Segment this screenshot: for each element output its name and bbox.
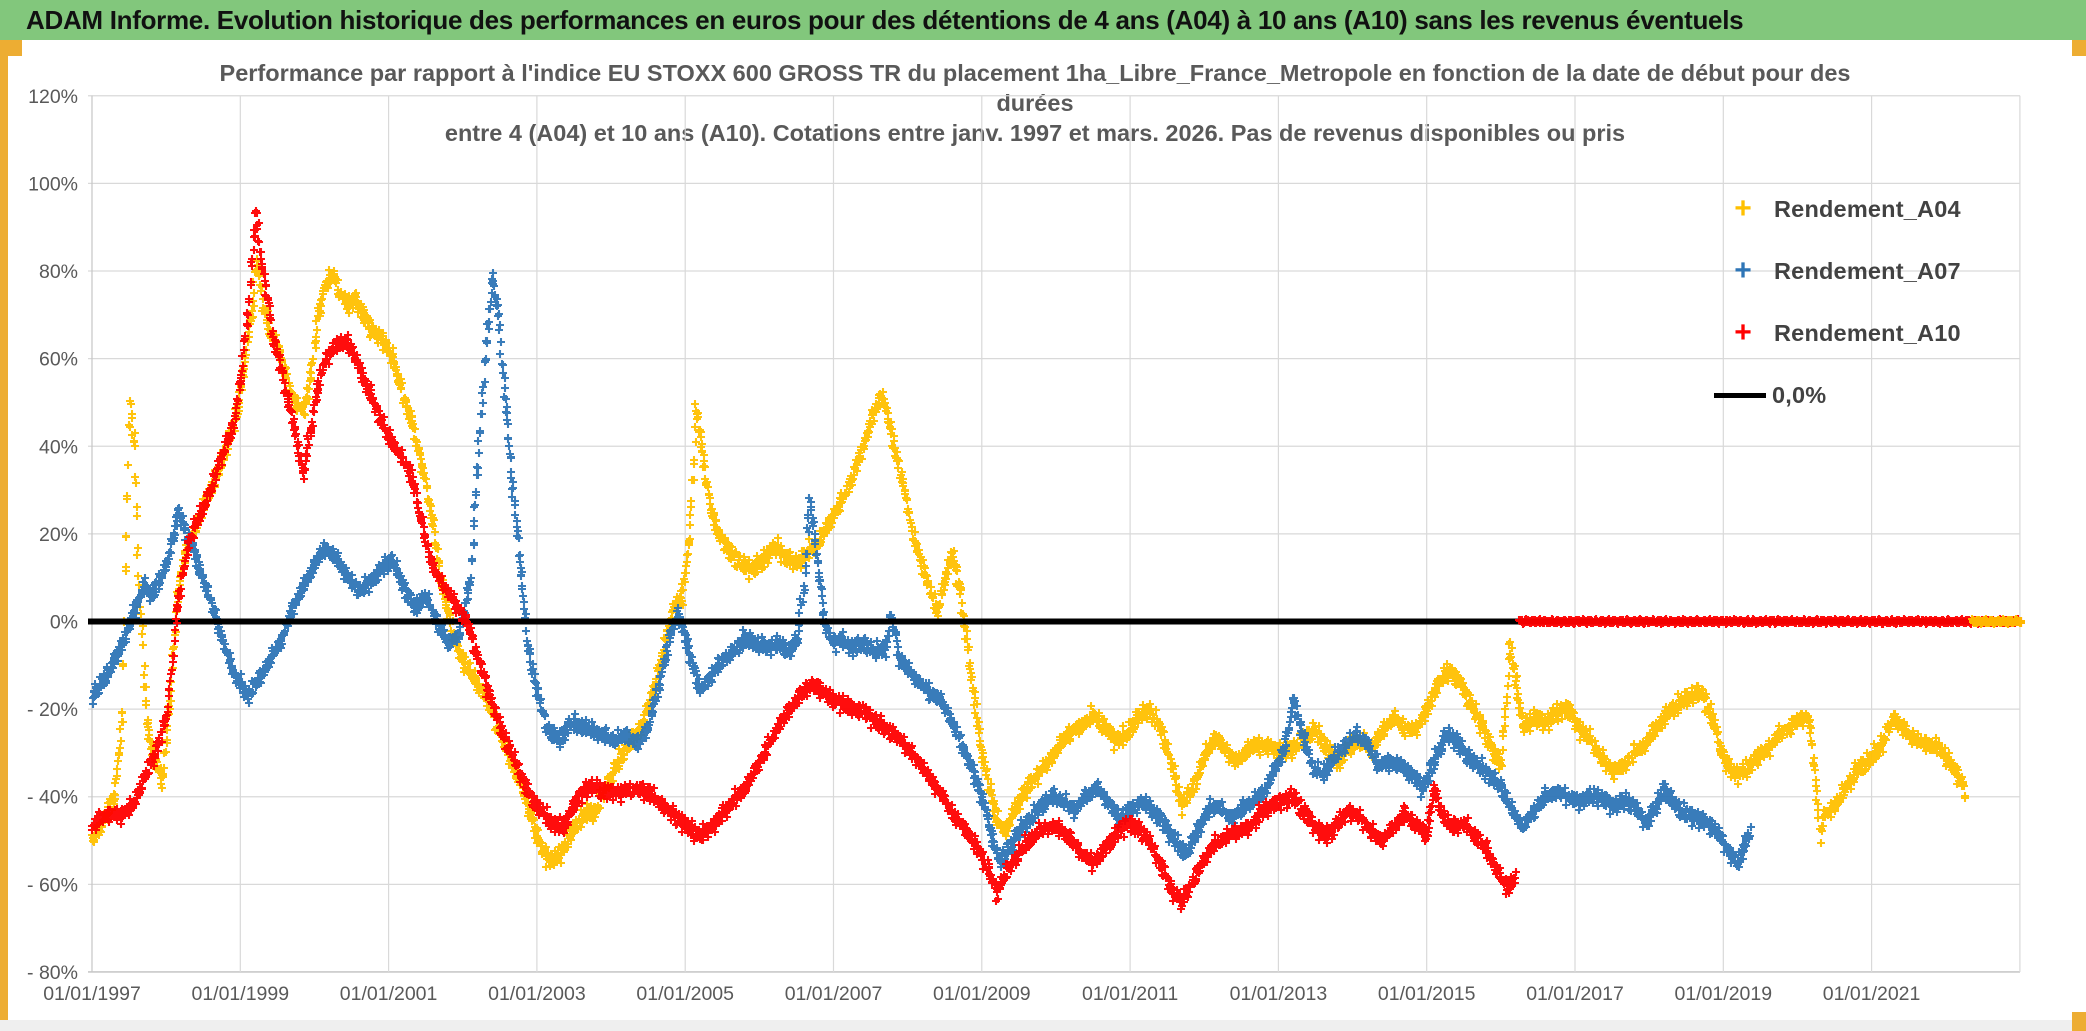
legend-label: Rendement_A10 bbox=[1774, 319, 1961, 346]
legend-label: Rendement_A04 bbox=[1774, 195, 1961, 222]
y-axis-tick-label: - 80% bbox=[27, 962, 78, 984]
x-axis-tick-label: 01/01/2013 bbox=[1230, 983, 1328, 1005]
chart-legend: + Rendement_A04 + Rendement_A07 + Rendem… bbox=[1712, 178, 2042, 426]
x-axis-tick-label: 01/01/2015 bbox=[1378, 983, 1476, 1005]
x-axis-tick-label: 01/01/2019 bbox=[1674, 983, 1772, 1005]
y-axis-tick-label: - 60% bbox=[27, 874, 78, 896]
x-axis-tick-label: 01/01/2021 bbox=[1823, 983, 1921, 1005]
plus-marker-icon: + bbox=[1734, 254, 1752, 287]
x-axis-tick-label: 01/01/1997 bbox=[43, 983, 141, 1005]
bottom-frame-strip bbox=[0, 1020, 2086, 1031]
y-axis-tick-label: - 40% bbox=[27, 787, 78, 809]
legend-item-rendement-a10[interactable]: + Rendement_A10 bbox=[1712, 302, 2042, 364]
window-title-bar: ADAM Informe. Evolution historique des p… bbox=[0, 0, 2086, 41]
plus-marker-icon: + bbox=[1734, 316, 1752, 349]
y-axis-tick-label: 0% bbox=[50, 612, 78, 634]
chart-title: Performance par rapport à l'indice EU ST… bbox=[110, 58, 1960, 148]
selection-handle-top-right[interactable] bbox=[2072, 40, 2086, 56]
y-axis-tick-label: 100% bbox=[28, 173, 78, 195]
selection-accent-left-strip bbox=[0, 40, 8, 1020]
selection-handle-bottom-right[interactable] bbox=[2072, 1012, 2086, 1031]
plus-marker-icon: + bbox=[1734, 192, 1752, 225]
series-rendement-a04-zero-band bbox=[1968, 615, 2025, 628]
y-axis-tick-label: 80% bbox=[39, 261, 78, 283]
legend-label: 0,0% bbox=[1772, 381, 1827, 408]
chart-title-line-1: Performance par rapport à l'indice EU ST… bbox=[219, 60, 1851, 86]
y-axis-tick-label: 60% bbox=[39, 349, 78, 371]
legend-label: Rendement_A07 bbox=[1774, 257, 1961, 284]
series-rendement-a10 bbox=[88, 207, 1520, 913]
x-axis-tick-label: 01/01/2011 bbox=[1082, 983, 1178, 1005]
y-axis-tick-label: - 20% bbox=[27, 699, 78, 721]
zero-line-sample-icon bbox=[1714, 392, 1766, 398]
x-axis-tick-label: 01/01/2017 bbox=[1526, 983, 1624, 1005]
series-rendement-a04 bbox=[88, 255, 1969, 871]
legend-item-rendement-a04[interactable]: + Rendement_A04 bbox=[1712, 178, 2042, 240]
legend-item-rendement-a07[interactable]: + Rendement_A07 bbox=[1712, 240, 2042, 302]
selection-handle-top-left[interactable] bbox=[0, 40, 22, 56]
x-axis-tick-label: 01/01/1999 bbox=[191, 983, 289, 1005]
chart-title-line-2: durées bbox=[996, 90, 1074, 116]
window-title: ADAM Informe. Evolution historique des p… bbox=[26, 4, 1744, 35]
x-axis-tick-label: 01/01/2001 bbox=[340, 983, 438, 1005]
x-axis-tick-label: 01/01/2003 bbox=[488, 983, 586, 1005]
y-axis-tick-label: 120% bbox=[28, 86, 78, 108]
y-axis-tick-label: 40% bbox=[39, 436, 78, 458]
y-axis-tick-label: 20% bbox=[39, 524, 78, 546]
series-rendement-a10-zero-band bbox=[1515, 615, 2025, 628]
x-axis-tick-label: 01/01/2005 bbox=[636, 983, 734, 1005]
x-axis-tick-label: 01/01/2009 bbox=[933, 983, 1031, 1005]
legend-item-zero-line[interactable]: 0,0% bbox=[1712, 364, 2042, 426]
chart-title-line-3: entre 4 (A04) et 10 ans (A10). Cotations… bbox=[444, 120, 1626, 146]
x-axis-tick-label: 01/01/2007 bbox=[785, 983, 883, 1005]
